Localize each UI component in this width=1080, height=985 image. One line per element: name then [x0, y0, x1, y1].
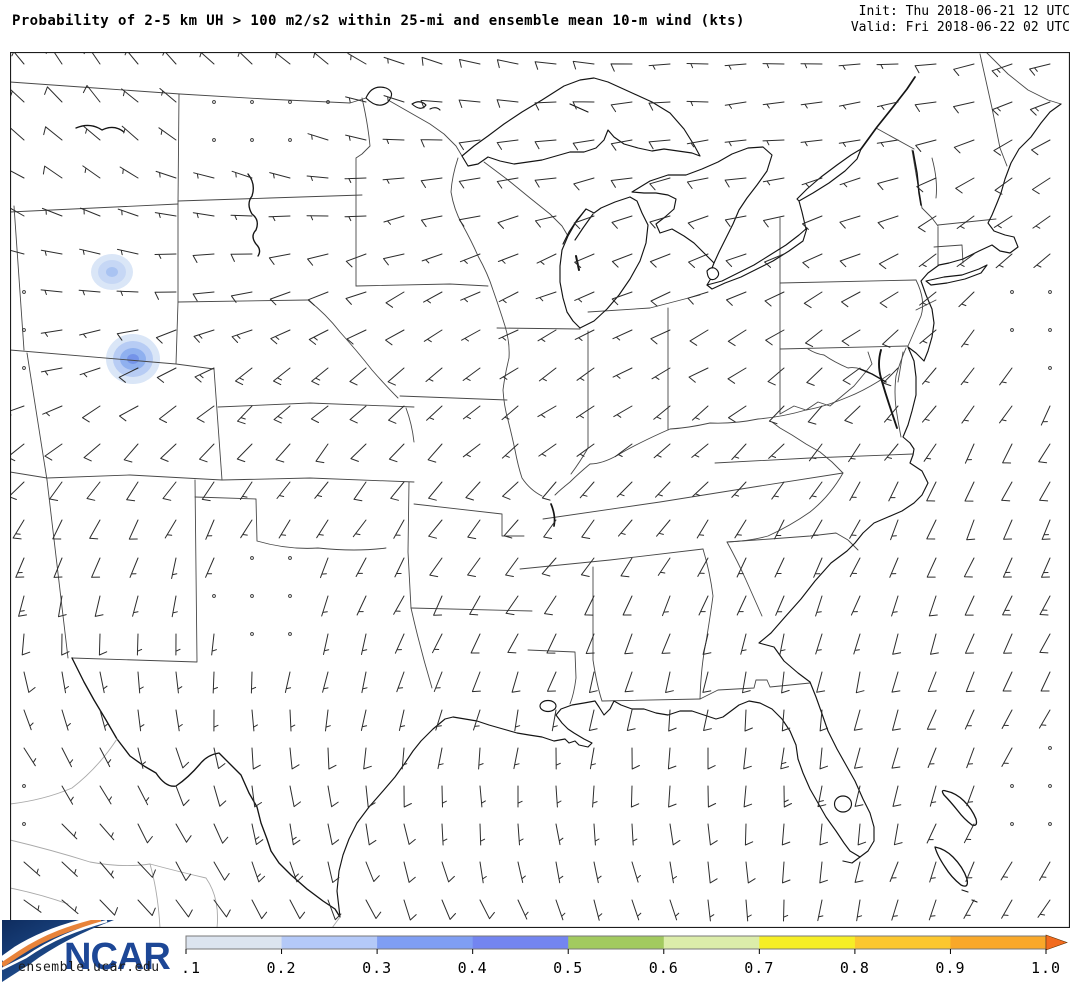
colorbar-segment: [663, 936, 760, 949]
wind-barbs: [10, 52, 1052, 922]
uh-probability-blobs: [91, 254, 160, 384]
map-frame: [10, 52, 1070, 928]
colorbar-tick-label: 0.2: [267, 959, 297, 977]
probability-blob-ring: [106, 267, 118, 277]
probability-blob-ring: [127, 354, 139, 364]
colorbar-segment: [568, 936, 665, 949]
init-valid-timestamps: Init: Thu 2018-06-21 12 UTC Valid: Fri 20…: [851, 4, 1070, 36]
probability-colorbar: 0.1 0.2 0.3 0.4 0.5 0.6 0.7 0.8 0.9 1.0: [180, 932, 1080, 982]
colorbar-segment: [854, 936, 951, 949]
colorbar-arrow: [1045, 934, 1068, 951]
ncar-orange-arc: [2, 920, 102, 968]
colorbar-segment: [377, 936, 474, 949]
colorbar-segment: [281, 936, 378, 949]
state-borders: [10, 52, 1062, 705]
ncar-logo-text: NCAR: [64, 936, 170, 978]
colorbar-tick-label: 0.1: [180, 959, 201, 977]
colorbar-tick-label: 0.3: [362, 959, 392, 977]
colorbar-segment: [950, 936, 1047, 949]
mexico-borders: [10, 738, 341, 928]
valid-time: Valid: Fri 2018-06-22 02 UTC: [850, 20, 1070, 35]
site-url: ensemble.ucar.edu: [18, 960, 160, 975]
colorbar-tick-label: 0.9: [935, 959, 965, 977]
forecast-map: [10, 52, 1070, 928]
colorbar-segment: [186, 936, 283, 949]
colorbar-tick-label: 0.4: [458, 959, 488, 977]
init-time: Init: Thu 2018-06-21 12 UTC: [858, 4, 1070, 19]
coastlines-and-lakes: [71, 76, 1062, 918]
colorbar-segment: [472, 936, 569, 949]
colorbar-tick-label: 0.5: [553, 959, 583, 977]
colorbar-segment: [759, 936, 856, 949]
colorbar-tick-label: 0.7: [744, 959, 774, 977]
colorbar-tick-label: 0.8: [840, 959, 870, 977]
colorbar-tick-label: 0.6: [649, 959, 679, 977]
map-title: Probability of 2-5 km UH > 100 m2/s2 wit…: [12, 13, 745, 29]
colorbar-tick-label: 1.0: [1031, 959, 1061, 977]
ncar-swoosh: [2, 920, 114, 982]
ncar-logo: NCAR: [2, 920, 182, 982]
